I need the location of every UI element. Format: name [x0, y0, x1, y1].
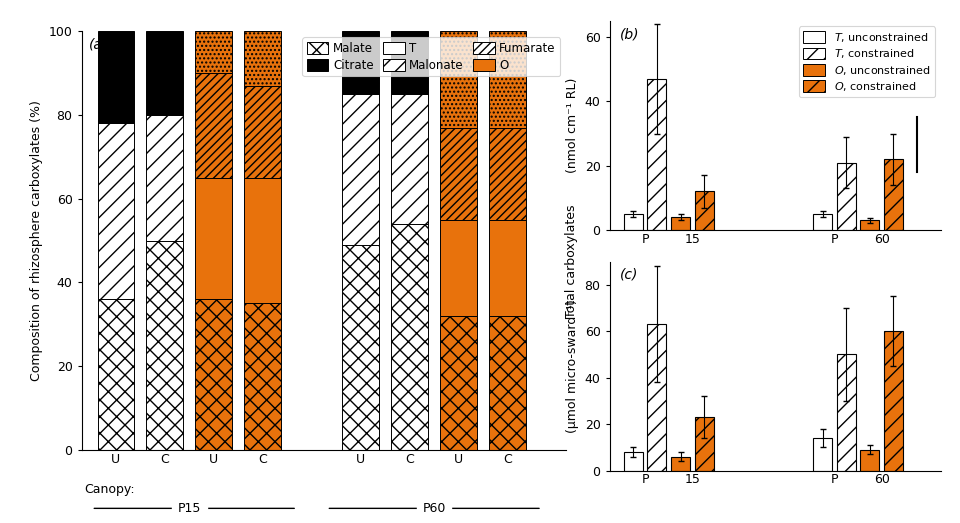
Bar [147, 31, 183, 115]
Text: P15: P15 [178, 502, 201, 515]
Bar [624, 214, 643, 230]
Bar [860, 221, 879, 230]
Bar [98, 123, 134, 299]
Bar [837, 163, 855, 230]
Bar [884, 160, 903, 230]
Bar [392, 94, 428, 224]
Bar [837, 355, 855, 471]
Bar [695, 191, 713, 230]
Text: P60: P60 [422, 502, 445, 515]
Bar [392, 31, 428, 94]
Bar [245, 303, 281, 450]
Bar [147, 115, 183, 241]
Bar [98, 299, 134, 450]
Bar [245, 86, 281, 178]
Y-axis label: (nmol cm⁻¹ RL): (nmol cm⁻¹ RL) [566, 78, 579, 173]
Bar [245, 178, 281, 303]
Bar [671, 217, 690, 230]
Bar [343, 94, 379, 245]
Text: Total carboxylates: Total carboxylates [564, 204, 578, 319]
Bar [490, 220, 526, 316]
Bar [196, 178, 232, 299]
Text: Canopy:: Canopy: [84, 483, 135, 495]
Bar [490, 316, 526, 450]
Bar [884, 331, 903, 471]
Legend: Malate, Citrate, T, Malonate, Fumarate, O: Malate, Citrate, T, Malonate, Fumarate, … [302, 37, 561, 76]
Bar [671, 457, 690, 471]
Bar [245, 31, 281, 86]
Bar [343, 31, 379, 94]
Bar [813, 438, 832, 471]
Bar [647, 79, 666, 230]
Bar [147, 241, 183, 450]
Text: (a): (a) [89, 38, 108, 52]
Bar [624, 452, 643, 471]
Bar [813, 214, 832, 230]
Bar [441, 316, 477, 450]
Bar [98, 31, 134, 123]
Bar [392, 224, 428, 450]
Bar [196, 299, 232, 450]
Bar [441, 220, 477, 316]
Y-axis label: (μmol micro-sward⁻¹): (μmol micro-sward⁻¹) [566, 299, 579, 433]
Text: (c): (c) [619, 268, 637, 282]
Bar [860, 450, 879, 471]
Bar [695, 417, 713, 471]
Bar [196, 31, 232, 73]
Bar [441, 128, 477, 220]
Bar [441, 31, 477, 128]
Bar [647, 324, 666, 471]
Y-axis label: Composition of rhizosphere carboxylates (%): Composition of rhizosphere carboxylates … [30, 100, 43, 381]
Bar [343, 245, 379, 450]
Bar [490, 128, 526, 220]
Legend: $T$, unconstrained, $T$, constrained, $O$, unconstrained, $O$, constrained: $T$, unconstrained, $T$, constrained, $O… [799, 27, 935, 97]
Bar [196, 73, 232, 178]
Bar [490, 31, 526, 128]
Text: (b): (b) [619, 27, 639, 41]
